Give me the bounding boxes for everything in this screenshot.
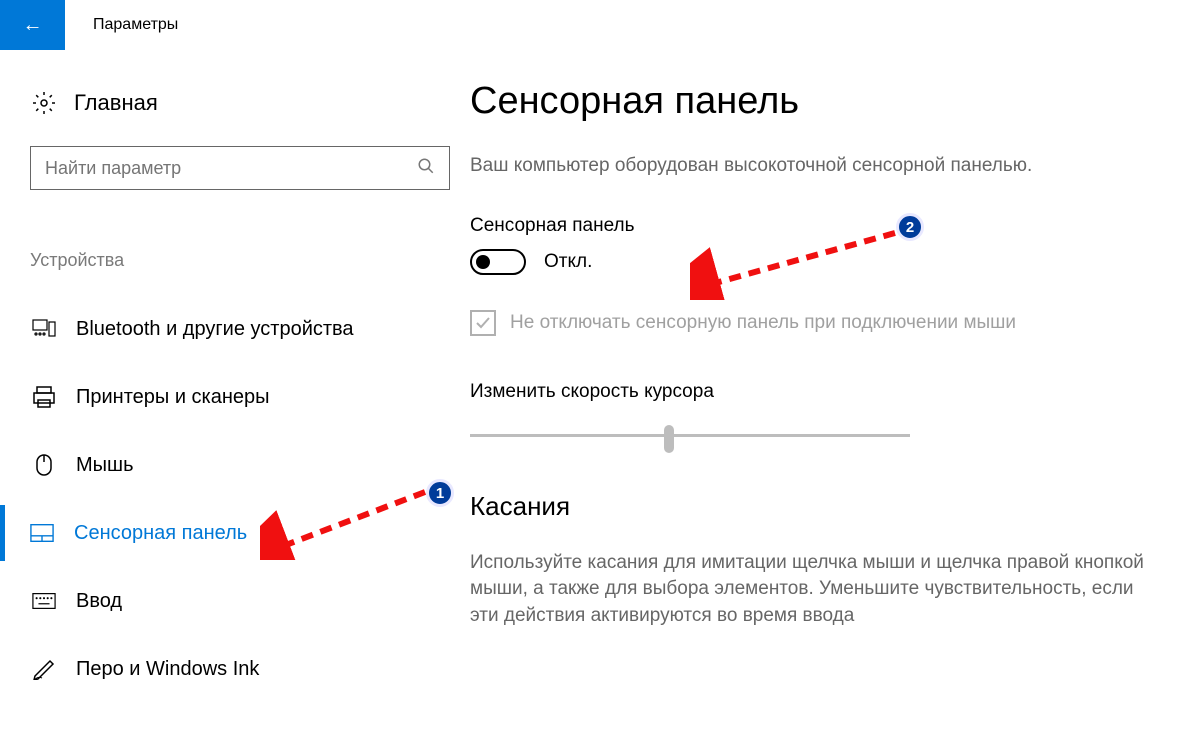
touches-description: Используйте касания для имитации щелчка … — [470, 550, 1164, 630]
page-title: Сенсорная панель — [470, 80, 1164, 123]
app-title: Параметры — [93, 16, 178, 34]
sidebar-item-typing[interactable]: Ввод — [30, 573, 470, 629]
home-label: Главная — [74, 90, 158, 116]
gear-icon — [32, 91, 56, 115]
checkbox-label: Не отключать сенсорную панель при подклю… — [510, 312, 1016, 334]
sidebar-item-pen[interactable]: Перо и Windows Ink — [30, 641, 470, 697]
sidebar-item-label: Перо и Windows Ink — [76, 658, 259, 681]
sidebar-item-label: Bluetooth и другие устройства — [76, 318, 354, 341]
keep-on-mouse-row[interactable]: Не отключать сенсорную панель при подклю… — [470, 310, 1164, 336]
keyboard-icon — [32, 589, 56, 613]
mouse-icon — [32, 453, 56, 477]
annotation-arrow-1 — [260, 480, 435, 560]
toggle-knob — [476, 255, 490, 269]
titlebar: ← Параметры — [0, 0, 1184, 50]
back-button[interactable]: ← — [0, 0, 65, 50]
sidebar-item-bluetooth[interactable]: Bluetooth и другие устройства — [30, 301, 470, 357]
search-input[interactable] — [45, 158, 417, 179]
sidebar-item-label: Мышь — [76, 454, 134, 477]
home-nav[interactable]: Главная — [30, 90, 470, 116]
pen-icon — [32, 657, 56, 681]
section-header: Устройства — [30, 250, 470, 271]
devices-icon — [32, 317, 56, 341]
back-arrow-icon: ← — [23, 14, 43, 37]
content-pane: Сенсорная панель Ваш компьютер оборудова… — [470, 50, 1184, 750]
cursor-speed-label: Изменить скорость курсора — [470, 381, 1164, 403]
annotation-arrow-2 — [690, 225, 905, 300]
annotation-badge-2: 2 — [896, 213, 924, 241]
sidebar-item-printers[interactable]: Принтеры и сканеры — [30, 369, 470, 425]
touchpad-icon — [30, 521, 54, 545]
slider-thumb[interactable] — [664, 425, 674, 453]
printer-icon — [32, 385, 56, 409]
search-icon — [417, 157, 435, 180]
slider-track — [470, 434, 910, 437]
cursor-speed-slider[interactable] — [470, 421, 910, 451]
touches-title: Касания — [470, 491, 1164, 522]
search-box[interactable] — [30, 146, 450, 190]
cursor-speed-section: Изменить скорость курсора — [470, 381, 1164, 451]
touchpad-toggle[interactable] — [470, 249, 526, 275]
checkbox[interactable] — [470, 310, 496, 336]
page-description: Ваш компьютер оборудован высокоточной се… — [470, 153, 1164, 180]
sidebar-item-label: Принтеры и сканеры — [76, 386, 270, 409]
toggle-state-label: Откл. — [544, 251, 592, 273]
annotation-badge-1: 1 — [426, 479, 454, 507]
sidebar-item-label: Сенсорная панель — [74, 522, 247, 545]
sidebar-item-label: Ввод — [76, 590, 122, 613]
sidebar: Главная Устройства Bluetooth и другие ус… — [0, 50, 470, 750]
